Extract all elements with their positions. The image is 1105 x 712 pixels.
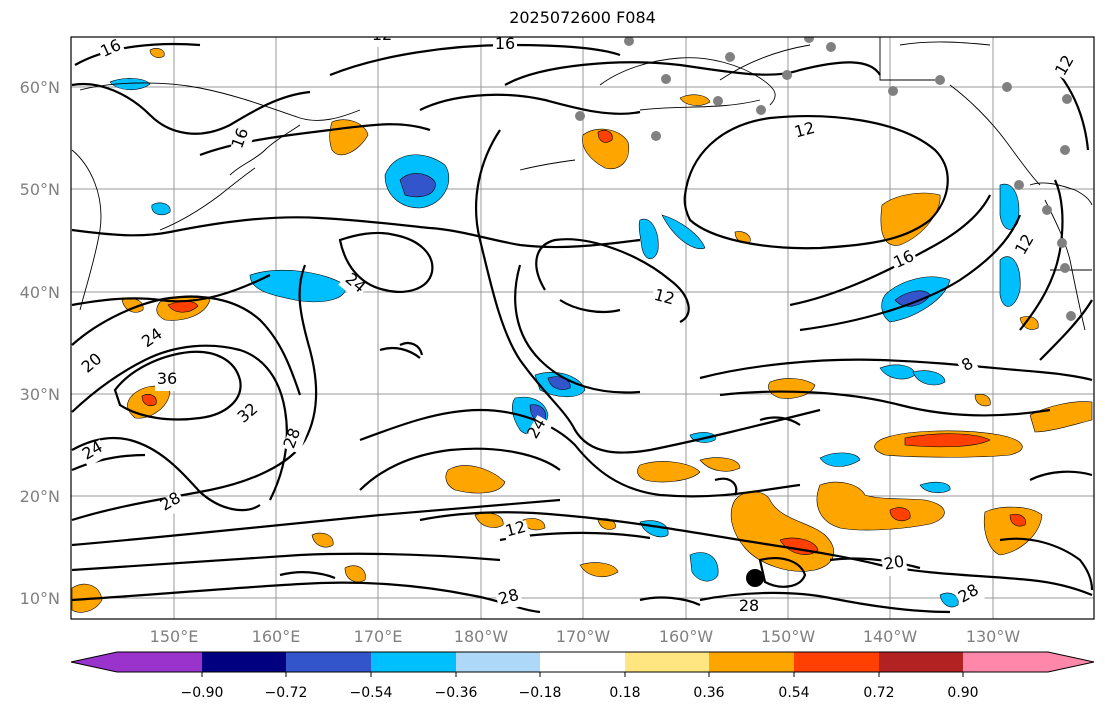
colorbar: −0.90 −0.72 −0.54 −0.36 −0.18 0.18 0.36 … (70, 651, 1095, 701)
colorbar-segment (879, 652, 963, 672)
colorbar-tick-label: 0.54 (778, 685, 809, 701)
lon-label: 160°W (659, 627, 714, 646)
colorbar-tick-label: 0.72 (863, 685, 894, 701)
colorbar-segment (371, 652, 456, 672)
lat-label: 60°N (20, 78, 60, 97)
contour-label: 28 (739, 596, 759, 615)
colorbar-tick-label: −0.36 (435, 685, 478, 701)
colorbar-segment (709, 652, 794, 672)
colorbar-tick-label: −0.54 (350, 685, 393, 701)
map-title: 2025072600 F084 (509, 8, 656, 27)
colorbar-extend-min (71, 652, 117, 672)
station-markers (575, 37, 1076, 321)
colorbar-segment (963, 652, 1048, 672)
colorbar-tick-label: −0.72 (265, 685, 308, 701)
contours (71, 42, 1094, 614)
map-border (70, 36, 1095, 620)
contour-label: 16 (97, 35, 123, 61)
colorbar-tick-label: 0.90 (947, 685, 978, 701)
colorbar-segment (286, 652, 371, 672)
lon-label: 130°W (966, 627, 1021, 646)
contour-label: 36 (157, 369, 177, 388)
lat-label: 30°N (20, 385, 60, 404)
colorbar-extend-max (1048, 652, 1094, 672)
colorbar-segment (625, 652, 709, 672)
lon-label: 170°E (354, 627, 403, 646)
colorbar-ticks (201, 672, 964, 677)
lon-label: 180°W (454, 627, 509, 646)
lat-label: 40°N (20, 283, 60, 302)
lat-label: 20°N (20, 487, 60, 506)
storm-center-marker (746, 569, 764, 587)
lon-label: 140°W (863, 627, 918, 646)
colorbar-segment (202, 652, 286, 672)
shaded-field (71, 48, 1093, 613)
contour-label: 12 (652, 285, 677, 309)
colorbar-segment (456, 652, 540, 672)
lat-label: 10°N (20, 589, 60, 608)
colorbar-tick-labels: −0.90 −0.72 −0.54 −0.36 −0.18 0.18 0.36 … (181, 685, 979, 701)
colorbar-tick-label: 0.18 (609, 685, 640, 701)
lon-label: 160°E (252, 627, 301, 646)
contour-label: 20 (882, 551, 905, 573)
lon-label: 150°E (150, 627, 199, 646)
lat-label: 50°N (20, 180, 60, 199)
coastlines (71, 37, 1093, 331)
latitude-labels: 60°N 50°N 40°N 30°N 20°N 10°N (20, 78, 60, 608)
colorbar-segment (540, 652, 625, 672)
contour-label: 28 (496, 585, 521, 609)
colorbar-tick-label: −0.18 (519, 685, 562, 701)
colorbar-tick-label: −0.90 (181, 685, 224, 701)
longitude-labels: 150°E 160°E 170°E 180°W 170°W 160°W 150°… (150, 627, 1021, 646)
colorbar-segment (117, 652, 202, 672)
contour-label: 16 (495, 34, 515, 53)
contour-label: 12 (792, 118, 817, 142)
contour-label: 12 (503, 517, 528, 541)
contour-label: 12 (372, 25, 392, 44)
colorbar-tick-label: 0.36 (693, 685, 724, 701)
colorbar-segment (794, 652, 879, 672)
lon-label: 150°W (761, 627, 816, 646)
lon-label: 170°W (556, 627, 611, 646)
